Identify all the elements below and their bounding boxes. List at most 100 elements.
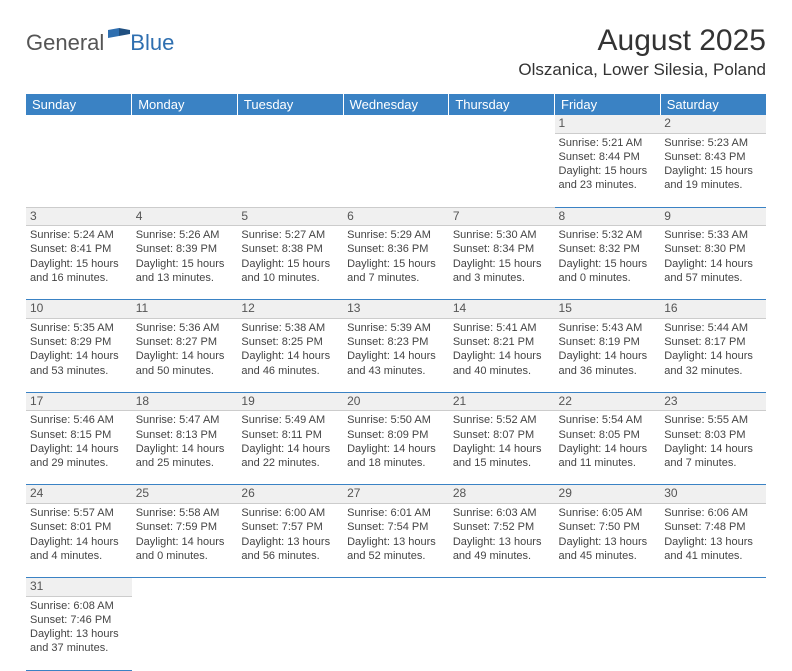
day-data-cell: Sunrise: 5:44 AMSunset: 8:17 PMDaylight:… <box>660 318 766 392</box>
weekday-header: Wednesday <box>343 94 449 115</box>
day-number-cell <box>343 115 449 133</box>
day-ss: Sunset: 8:05 PM <box>559 428 657 442</box>
day-number-cell: 26 <box>237 485 343 504</box>
day-data-cell <box>555 596 661 670</box>
day-number-cell: 31 <box>26 577 132 596</box>
day-sr: Sunrise: 6:05 AM <box>559 506 657 520</box>
day-number-cell: 1 <box>555 115 661 133</box>
day-data-row: Sunrise: 5:46 AMSunset: 8:15 PMDaylight:… <box>26 411 766 485</box>
day-data-cell <box>343 133 449 207</box>
day-data-cell: Sunrise: 5:35 AMSunset: 8:29 PMDaylight:… <box>26 318 132 392</box>
day-sr: Sunrise: 6:01 AM <box>347 506 445 520</box>
day-dl2: and 53 minutes. <box>30 364 128 378</box>
day-ss: Sunset: 8:21 PM <box>453 335 551 349</box>
day-number-cell: 12 <box>237 300 343 319</box>
day-number-cell <box>449 115 555 133</box>
day-sr: Sunrise: 5:35 AM <box>30 321 128 335</box>
day-data-cell: Sunrise: 5:26 AMSunset: 8:39 PMDaylight:… <box>132 226 238 300</box>
day-ss: Sunset: 8:34 PM <box>453 242 551 256</box>
day-data-cell: Sunrise: 5:49 AMSunset: 8:11 PMDaylight:… <box>237 411 343 485</box>
day-number-cell: 16 <box>660 300 766 319</box>
day-data-row: Sunrise: 5:21 AMSunset: 8:44 PMDaylight:… <box>26 133 766 207</box>
day-dl2: and 0 minutes. <box>136 549 234 563</box>
day-data-cell: Sunrise: 5:55 AMSunset: 8:03 PMDaylight:… <box>660 411 766 485</box>
day-sr: Sunrise: 5:38 AM <box>241 321 339 335</box>
day-dl1: Daylight: 15 hours <box>559 257 657 271</box>
day-ss: Sunset: 8:32 PM <box>559 242 657 256</box>
day-number-cell: 11 <box>132 300 238 319</box>
day-ss: Sunset: 8:17 PM <box>664 335 762 349</box>
day-dl2: and 15 minutes. <box>453 456 551 470</box>
day-number-row: 24252627282930 <box>26 485 766 504</box>
day-data-cell <box>449 133 555 207</box>
day-dl2: and 7 minutes. <box>664 456 762 470</box>
day-data-cell: Sunrise: 5:29 AMSunset: 8:36 PMDaylight:… <box>343 226 449 300</box>
day-number-cell <box>555 577 661 596</box>
day-data-row: Sunrise: 6:08 AMSunset: 7:46 PMDaylight:… <box>26 596 766 670</box>
day-dl1: Daylight: 14 hours <box>136 349 234 363</box>
day-ss: Sunset: 8:03 PM <box>664 428 762 442</box>
day-dl1: Daylight: 15 hours <box>559 164 657 178</box>
day-dl2: and 41 minutes. <box>664 549 762 563</box>
day-dl2: and 57 minutes. <box>664 271 762 285</box>
day-sr: Sunrise: 5:58 AM <box>136 506 234 520</box>
calendar-table: SundayMondayTuesdayWednesdayThursdayFrid… <box>26 94 766 671</box>
day-number-cell: 9 <box>660 207 766 226</box>
day-number-cell <box>132 115 238 133</box>
day-ss: Sunset: 7:54 PM <box>347 520 445 534</box>
day-number-cell: 20 <box>343 392 449 411</box>
day-dl2: and 36 minutes. <box>559 364 657 378</box>
day-dl2: and 52 minutes. <box>347 549 445 563</box>
day-dl2: and 40 minutes. <box>453 364 551 378</box>
day-number-cell: 2 <box>660 115 766 133</box>
day-data-cell <box>449 596 555 670</box>
day-dl1: Daylight: 14 hours <box>453 442 551 456</box>
day-sr: Sunrise: 5:44 AM <box>664 321 762 335</box>
day-sr: Sunrise: 5:24 AM <box>30 228 128 242</box>
month-title: August 2025 <box>518 24 766 58</box>
day-number-row: 31 <box>26 577 766 596</box>
day-number-cell: 25 <box>132 485 238 504</box>
day-dl2: and 43 minutes. <box>347 364 445 378</box>
day-sr: Sunrise: 5:32 AM <box>559 228 657 242</box>
day-ss: Sunset: 8:43 PM <box>664 150 762 164</box>
day-ss: Sunset: 8:23 PM <box>347 335 445 349</box>
day-ss: Sunset: 8:39 PM <box>136 242 234 256</box>
weekday-header: Sunday <box>26 94 132 115</box>
day-ss: Sunset: 8:07 PM <box>453 428 551 442</box>
day-sr: Sunrise: 5:46 AM <box>30 413 128 427</box>
logo-text-2: Blue <box>130 30 174 56</box>
day-dl2: and 22 minutes. <box>241 456 339 470</box>
day-dl1: Daylight: 14 hours <box>30 535 128 549</box>
day-sr: Sunrise: 5:30 AM <box>453 228 551 242</box>
day-sr: Sunrise: 5:39 AM <box>347 321 445 335</box>
day-ss: Sunset: 8:29 PM <box>30 335 128 349</box>
day-dl1: Daylight: 14 hours <box>241 349 339 363</box>
day-dl1: Daylight: 13 hours <box>664 535 762 549</box>
day-sr: Sunrise: 5:36 AM <box>136 321 234 335</box>
day-dl1: Daylight: 14 hours <box>664 257 762 271</box>
day-ss: Sunset: 7:46 PM <box>30 613 128 627</box>
day-number-cell: 3 <box>26 207 132 226</box>
day-data-row: Sunrise: 5:24 AMSunset: 8:41 PM Daylight:… <box>26 226 766 300</box>
day-dl1: Daylight: 14 hours <box>30 442 128 456</box>
logo: General Blue <box>26 24 174 56</box>
day-sr: Sunrise: 5:23 AM <box>664 136 762 150</box>
day-data-cell: Sunrise: 5:46 AMSunset: 8:15 PMDaylight:… <box>26 411 132 485</box>
day-number-row: 10111213141516 <box>26 300 766 319</box>
day-ss: Sunset: 8:41 PM <box>30 242 128 256</box>
day-sr: Sunrise: 5:52 AM <box>453 413 551 427</box>
day-number-cell: 6 <box>343 207 449 226</box>
day-number-cell: 28 <box>449 485 555 504</box>
day-dl1: Daylight: 15 hours <box>453 257 551 271</box>
day-dl2: and 4 minutes. <box>30 549 128 563</box>
day-dl2: and 23 minutes. <box>559 178 657 192</box>
weekday-header: Monday <box>132 94 238 115</box>
weekday-header: Thursday <box>449 94 555 115</box>
day-ss: Sunset: 8:25 PM <box>241 335 339 349</box>
day-sr: Sunrise: 5:49 AM <box>241 413 339 427</box>
day-data-cell: Sunrise: 5:36 AMSunset: 8:27 PMDaylight:… <box>132 318 238 392</box>
day-data-cell: Sunrise: 5:32 AMSunset: 8:32 PMDaylight:… <box>555 226 661 300</box>
day-data-cell: Sunrise: 6:08 AMSunset: 7:46 PMDaylight:… <box>26 596 132 670</box>
day-number-row: 17181920212223 <box>26 392 766 411</box>
